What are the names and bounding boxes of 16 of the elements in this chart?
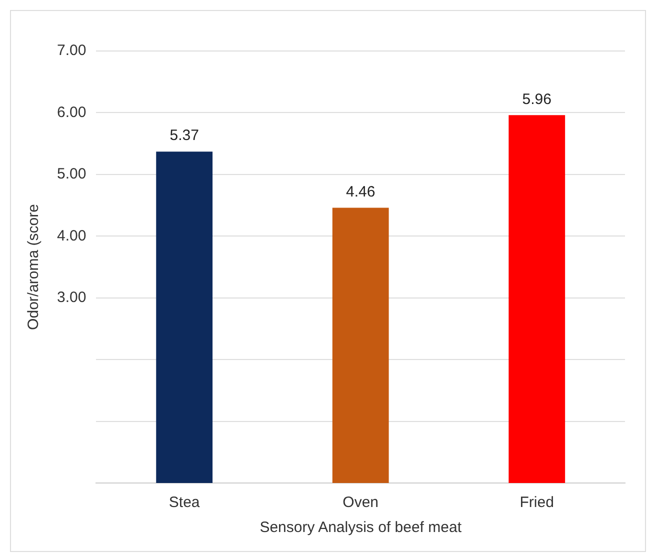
x-tick-label: Oven — [342, 494, 379, 512]
x-tick-label: Stea — [168, 494, 200, 512]
data-label: 5.96 — [522, 90, 552, 108]
y-tick-label: 5.00 — [56, 166, 86, 183]
x-axis-title: Sensory Analysis of beef meat — [260, 519, 462, 536]
bar — [508, 115, 566, 483]
bar — [156, 152, 213, 483]
y-tick-label: 3.00 — [56, 289, 86, 306]
x-tick-label: Fried — [520, 494, 554, 512]
y-tick-label: 6.00 — [56, 104, 86, 121]
data-label: 5.37 — [170, 127, 199, 144]
data-label: 4.46 — [346, 183, 376, 200]
y-axis-title: Odor/aroma (score — [25, 204, 42, 330]
y-tick-label: 7.00 — [56, 42, 86, 60]
bar — [332, 208, 389, 483]
y-tick-label: 4.00 — [56, 227, 86, 244]
